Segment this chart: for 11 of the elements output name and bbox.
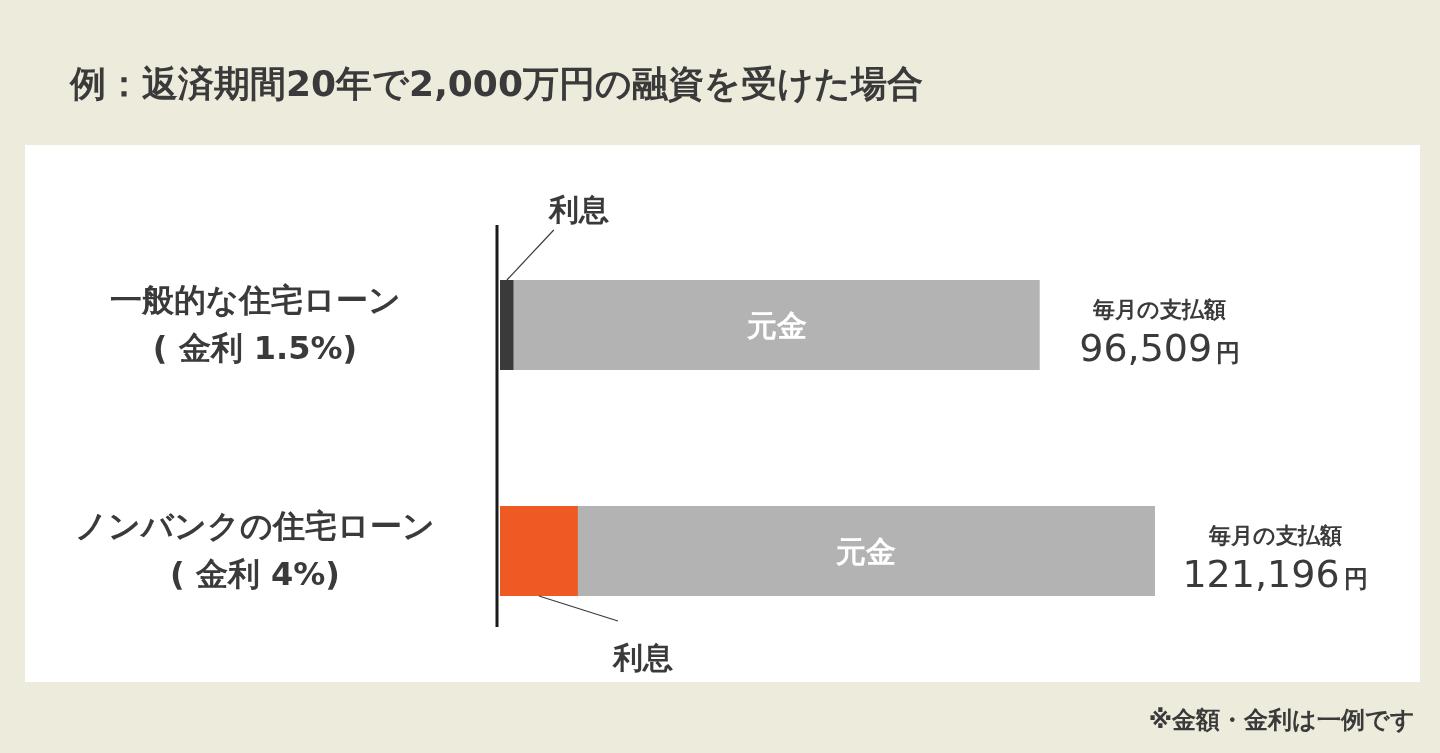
y-tick-label: 一般的な住宅ローン ( 金利 1.5%) xyxy=(109,281,401,367)
chart-title: 例：返済期間20年で2,000万円の融資を受けた場合 xyxy=(69,63,923,104)
series-label: 利息 xyxy=(611,640,673,675)
bar xyxy=(513,280,1040,370)
series-label: 元金 xyxy=(745,308,807,343)
bar xyxy=(577,506,1155,596)
bar xyxy=(500,506,578,596)
y-tick-label: ノンバンクの住宅ローン ( 金利 4%) xyxy=(75,507,435,593)
text: ※金額・金利は一例です xyxy=(1148,706,1415,734)
text: 利息 xyxy=(548,192,609,227)
text: 元金 xyxy=(836,534,897,569)
